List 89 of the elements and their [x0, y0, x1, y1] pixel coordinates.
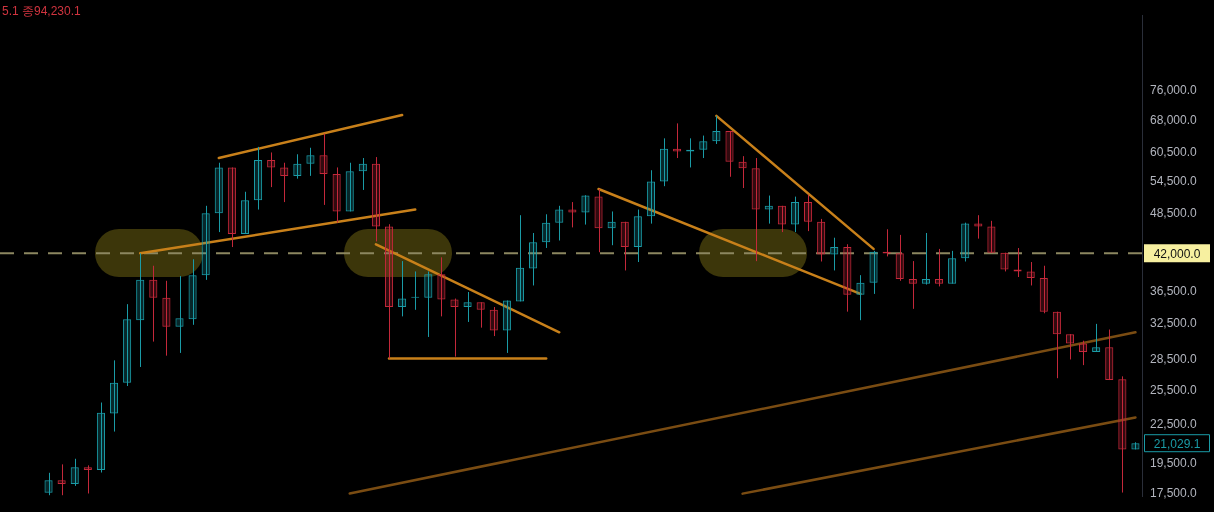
candlestick: [175, 275, 184, 354]
candlestick: [44, 472, 53, 496]
candlestick: [149, 265, 158, 343]
candlestick: [240, 191, 250, 235]
candlestick: [109, 359, 119, 433]
candlestick: [542, 213, 551, 249]
candlestick: [699, 135, 708, 159]
candlestick: [1065, 333, 1075, 360]
candlestick: [515, 214, 525, 302]
y-tick-label: 60,500.0: [1150, 145, 1198, 160]
candlestick: [424, 270, 433, 338]
candlestick: [450, 298, 459, 358]
candlestick: [188, 258, 197, 326]
candlestick: [214, 162, 223, 233]
candlestick: [987, 220, 996, 254]
candlestick: [319, 133, 328, 206]
candlestick: [254, 146, 263, 211]
candlestick: [529, 232, 538, 286]
candlestick: [764, 195, 773, 225]
candlestick: [83, 464, 92, 494]
candlestick: [476, 301, 485, 329]
y-tick-label: 19,500.0: [1150, 456, 1198, 471]
candlestick: [777, 205, 786, 233]
candlestick: [489, 306, 498, 337]
candlestick: [384, 223, 394, 360]
candlestick: [463, 291, 472, 323]
candlestick: [398, 260, 407, 317]
candlestick: [371, 156, 380, 242]
candlestick: [659, 137, 669, 187]
y-tick-label: 17,500.0: [1150, 485, 1198, 500]
candlestick: [961, 222, 970, 262]
candlestick: [843, 243, 852, 313]
candlestick: [555, 205, 564, 241]
candlestick: [594, 188, 603, 253]
candlestick: [293, 153, 302, 180]
candlestick: [437, 256, 446, 317]
candlestick: [136, 252, 145, 368]
y-tick-label: 68,000.0: [1150, 113, 1198, 128]
candlestick: [908, 260, 917, 310]
candlestick: [201, 205, 210, 281]
candlestick: [1105, 329, 1114, 381]
y-tick-label: 22,500.0: [1150, 416, 1198, 431]
y-tick-label: 36,500.0: [1150, 284, 1198, 299]
candlestick: [123, 303, 132, 387]
ref-line-label: 42,000.0: [1153, 246, 1201, 261]
candlestick: [306, 147, 315, 177]
candlestick: [1118, 375, 1127, 494]
candlestick: [673, 122, 682, 159]
candlestick: [712, 115, 721, 145]
candlestick: [751, 157, 760, 262]
candlestick: [332, 166, 341, 224]
candlestick: [869, 250, 878, 295]
y-tick-label: 48,500.0: [1150, 206, 1198, 221]
candlestick: [280, 162, 289, 203]
candlestick: [790, 196, 800, 233]
candlestick: [1039, 265, 1048, 314]
candlestick: [70, 458, 79, 487]
y-tick-label: 25,500.0: [1150, 382, 1198, 397]
candlestick: [895, 234, 904, 282]
candlestick: [345, 162, 354, 212]
candlestick: [804, 194, 813, 232]
candlestick: [934, 248, 944, 287]
candlestick: [633, 209, 642, 263]
candlestick: [96, 402, 105, 474]
y-tick-label: 32,500.0: [1150, 316, 1198, 331]
candlestick: [1079, 340, 1088, 366]
candlestick: [817, 218, 826, 262]
candlestick: [1000, 252, 1009, 272]
candlestick: [502, 299, 511, 354]
y-tick-label: 76,000.0: [1150, 82, 1198, 97]
candlestick: [1026, 261, 1035, 286]
candlestick: [646, 169, 655, 225]
y-tick-label: 28,500.0: [1150, 352, 1198, 367]
text: 21,029.1: [1153, 436, 1201, 451]
candlestick: [921, 232, 930, 286]
y-tick-label: 54,500.0: [1150, 174, 1198, 189]
candlestick: [1092, 323, 1101, 353]
candlestick: [358, 157, 367, 191]
candlestick: [57, 463, 66, 496]
candlestick: [227, 166, 236, 248]
candlestick: [1052, 311, 1061, 379]
candlestick: [830, 237, 839, 271]
candlestick: [162, 280, 171, 357]
candlestick: [620, 221, 629, 271]
annotation: 5.1 종94,230.1: [2, 4, 82, 19]
candlestick: [948, 250, 957, 285]
candlestick: [856, 274, 865, 321]
candlestick: [581, 194, 590, 226]
candlestick: [725, 130, 734, 178]
